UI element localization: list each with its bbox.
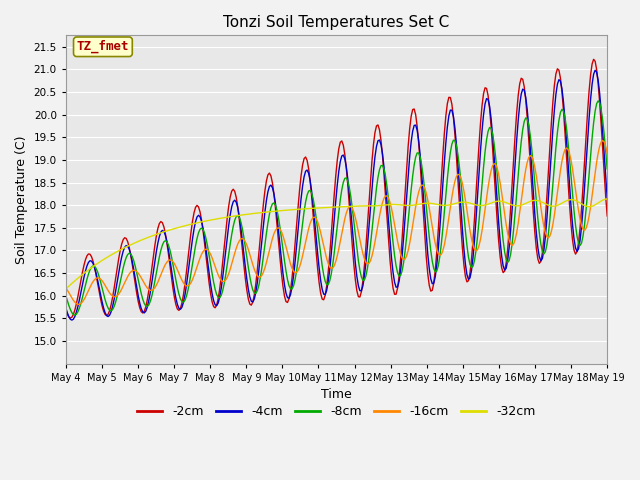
Legend: -2cm, -4cm, -8cm, -16cm, -32cm: -2cm, -4cm, -8cm, -16cm, -32cm bbox=[132, 400, 541, 423]
Y-axis label: Soil Temperature (C): Soil Temperature (C) bbox=[15, 135, 28, 264]
X-axis label: Time: Time bbox=[321, 388, 352, 401]
Text: TZ_fmet: TZ_fmet bbox=[77, 40, 129, 53]
Title: Tonzi Soil Temperatures Set C: Tonzi Soil Temperatures Set C bbox=[223, 15, 450, 30]
